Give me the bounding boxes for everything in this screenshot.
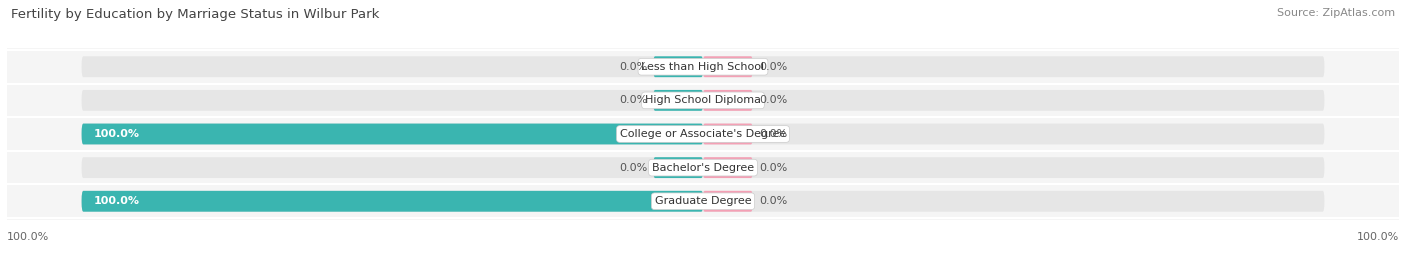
Text: Source: ZipAtlas.com: Source: ZipAtlas.com xyxy=(1277,8,1395,18)
FancyBboxPatch shape xyxy=(654,157,703,178)
Text: College or Associate's Degree: College or Associate's Degree xyxy=(620,129,786,139)
Text: 0.0%: 0.0% xyxy=(619,62,647,72)
Text: 0.0%: 0.0% xyxy=(759,95,787,105)
Text: 100.0%: 100.0% xyxy=(94,196,141,206)
Text: 0.0%: 0.0% xyxy=(619,95,647,105)
Text: 0.0%: 0.0% xyxy=(619,163,647,173)
Text: Graduate Degree: Graduate Degree xyxy=(655,196,751,206)
FancyBboxPatch shape xyxy=(703,90,752,111)
FancyBboxPatch shape xyxy=(82,124,1324,144)
Text: 0.0%: 0.0% xyxy=(759,62,787,72)
Text: 100.0%: 100.0% xyxy=(7,232,49,241)
FancyBboxPatch shape xyxy=(82,191,703,212)
Text: Bachelor's Degree: Bachelor's Degree xyxy=(652,163,754,173)
FancyBboxPatch shape xyxy=(82,56,1324,77)
Text: 100.0%: 100.0% xyxy=(1357,232,1399,241)
FancyBboxPatch shape xyxy=(654,56,703,77)
FancyBboxPatch shape xyxy=(703,157,752,178)
Text: Fertility by Education by Marriage Status in Wilbur Park: Fertility by Education by Marriage Statu… xyxy=(11,8,380,21)
FancyBboxPatch shape xyxy=(82,191,1324,212)
FancyBboxPatch shape xyxy=(82,124,703,144)
FancyBboxPatch shape xyxy=(82,157,1324,178)
Text: High School Diploma: High School Diploma xyxy=(645,95,761,105)
Text: 100.0%: 100.0% xyxy=(94,129,141,139)
Text: 0.0%: 0.0% xyxy=(759,196,787,206)
Text: Less than High School: Less than High School xyxy=(641,62,765,72)
FancyBboxPatch shape xyxy=(82,90,1324,111)
FancyBboxPatch shape xyxy=(703,124,752,144)
Text: 0.0%: 0.0% xyxy=(759,129,787,139)
FancyBboxPatch shape xyxy=(703,56,752,77)
FancyBboxPatch shape xyxy=(703,191,752,212)
FancyBboxPatch shape xyxy=(654,90,703,111)
Text: 0.0%: 0.0% xyxy=(759,163,787,173)
